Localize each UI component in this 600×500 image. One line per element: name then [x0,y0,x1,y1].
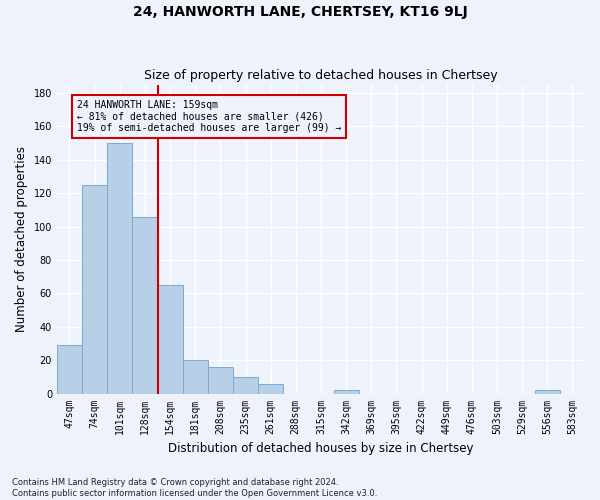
Bar [182,360,208,394]
Text: 24 HANWORTH LANE: 159sqm
← 81% of detached houses are smaller (426)
19% of semi-: 24 HANWORTH LANE: 159sqm ← 81% of detach… [77,100,341,133]
Bar [82,185,107,394]
Bar [535,390,560,394]
Bar [57,345,82,394]
X-axis label: Distribution of detached houses by size in Chertsey: Distribution of detached houses by size … [168,442,474,455]
Text: 24, HANWORTH LANE, CHERTSEY, KT16 9LJ: 24, HANWORTH LANE, CHERTSEY, KT16 9LJ [133,5,467,19]
Title: Size of property relative to detached houses in Chertsey: Size of property relative to detached ho… [144,69,498,82]
Bar [107,143,133,394]
Y-axis label: Number of detached properties: Number of detached properties [15,146,28,332]
Bar [334,390,359,394]
Bar [133,216,158,394]
Bar [208,367,233,394]
Bar [233,377,258,394]
Text: Contains HM Land Registry data © Crown copyright and database right 2024.
Contai: Contains HM Land Registry data © Crown c… [12,478,377,498]
Bar [158,285,182,394]
Bar [258,384,283,394]
